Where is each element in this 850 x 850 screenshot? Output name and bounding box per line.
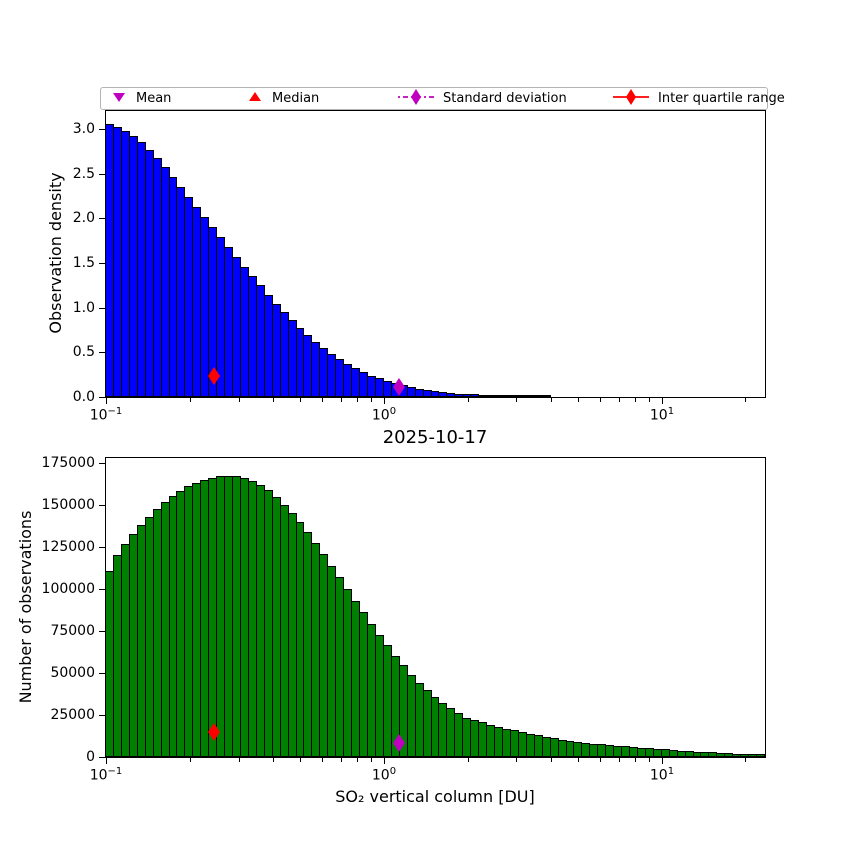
density-plot-area	[105, 110, 766, 398]
x-minor-tick	[190, 758, 191, 762]
diamond-dashed-icon	[398, 88, 434, 110]
y-tick	[99, 715, 105, 716]
x-minor-tick	[239, 398, 240, 402]
y-tick	[99, 308, 105, 309]
y-tick	[99, 129, 105, 130]
y-tick	[99, 352, 105, 353]
x-minor-tick	[578, 758, 579, 762]
y-tick	[99, 505, 105, 506]
y-tick-label: 25000	[50, 707, 95, 723]
x-minor-tick	[273, 398, 274, 402]
x-minor-tick	[635, 758, 636, 762]
x-major-tick	[106, 398, 107, 404]
y-tick-label: 0.5	[72, 344, 95, 360]
legend-item-inter-quartile-range: Inter quartile range	[613, 88, 785, 109]
counts-plot-area	[105, 457, 766, 758]
y-tick-label: 125000	[41, 539, 95, 555]
y-tick-label: 0.0	[72, 389, 95, 405]
x-minor-tick	[300, 758, 301, 762]
legend-label: Mean	[136, 91, 172, 106]
x-minor-tick	[600, 758, 601, 762]
x-minor-tick	[619, 398, 620, 402]
x-minor-tick	[578, 398, 579, 402]
x-minor-tick	[322, 758, 323, 762]
x-minor-tick	[371, 758, 372, 762]
y-tick	[99, 757, 105, 758]
x-minor-tick	[619, 758, 620, 762]
x-minor-tick	[273, 758, 274, 762]
y-tick	[99, 263, 105, 264]
legend-item-standard-deviation: Standard deviation	[398, 88, 567, 109]
x-minor-tick	[371, 398, 372, 402]
y-tick-label: 3.0	[72, 121, 95, 137]
y-tick	[99, 631, 105, 632]
x-axis-label: SO₂ vertical column [DU]	[335, 787, 535, 806]
triangle-down-icon	[111, 89, 127, 108]
x-major-tick	[662, 758, 663, 764]
x-minor-tick	[745, 758, 746, 762]
y-tick-label: 1.0	[72, 300, 95, 316]
x-minor-tick	[635, 398, 636, 402]
triangle-up-icon	[247, 89, 263, 108]
x-tick-label: 100	[371, 766, 397, 784]
x-minor-tick	[600, 398, 601, 402]
legend-item-mean: Mean	[111, 88, 171, 109]
histogram-bar	[542, 395, 551, 397]
legend-label: Standard deviation	[443, 91, 567, 106]
x-minor-tick	[341, 758, 342, 762]
x-minor-tick	[649, 398, 650, 402]
x-minor-tick	[649, 758, 650, 762]
y-tick-label: 175000	[41, 455, 95, 471]
y-tick-label: 2.5	[72, 166, 95, 182]
x-tick-label: 101	[649, 406, 675, 424]
y-tick-label: 2.0	[72, 210, 95, 226]
x-major-tick	[384, 758, 385, 764]
x-minor-tick	[300, 398, 301, 402]
x-tick-label: 101	[649, 766, 675, 784]
legend: Mean Median Standard deviation Inter quarti…	[100, 87, 785, 110]
y-tick	[99, 673, 105, 674]
x-minor-tick	[745, 398, 746, 402]
x-major-tick	[106, 758, 107, 764]
y-tick-label: 100000	[41, 581, 95, 597]
y-tick-label: 150000	[41, 497, 95, 513]
x-tick-label: 100	[371, 406, 397, 424]
y-tick-label: 50000	[50, 665, 95, 681]
x-tick-label: 10−1	[89, 766, 123, 784]
x-minor-tick	[341, 398, 342, 402]
x-minor-tick	[551, 758, 552, 762]
x-minor-tick	[190, 398, 191, 402]
x-minor-tick	[322, 398, 323, 402]
x-major-tick	[662, 398, 663, 404]
y-tick	[99, 174, 105, 175]
y-tick-label: 75000	[50, 623, 95, 639]
y-tick	[99, 218, 105, 219]
y-tick	[99, 463, 105, 464]
legend-item-median: Median	[247, 88, 319, 109]
plot-title: 2025-10-17	[382, 427, 488, 448]
x-minor-tick	[551, 398, 552, 402]
legend-label: Inter quartile range	[658, 91, 785, 106]
y-tick-label: 1.5	[72, 255, 95, 271]
histogram-bar	[756, 754, 765, 757]
x-major-tick	[384, 398, 385, 404]
x-minor-tick	[357, 398, 358, 402]
y-tick	[99, 397, 105, 398]
x-minor-tick	[468, 398, 469, 402]
legend-label: Median	[272, 91, 320, 106]
y-tick-label: 0	[86, 749, 95, 765]
x-minor-tick	[516, 758, 517, 762]
y-tick	[99, 589, 105, 590]
x-minor-tick	[357, 758, 358, 762]
diamond-solid-icon	[613, 88, 649, 110]
y-tick	[99, 547, 105, 548]
x-minor-tick	[468, 758, 469, 762]
x-minor-tick	[516, 398, 517, 402]
x-tick-label: 10−1	[89, 406, 123, 424]
x-minor-tick	[239, 758, 240, 762]
